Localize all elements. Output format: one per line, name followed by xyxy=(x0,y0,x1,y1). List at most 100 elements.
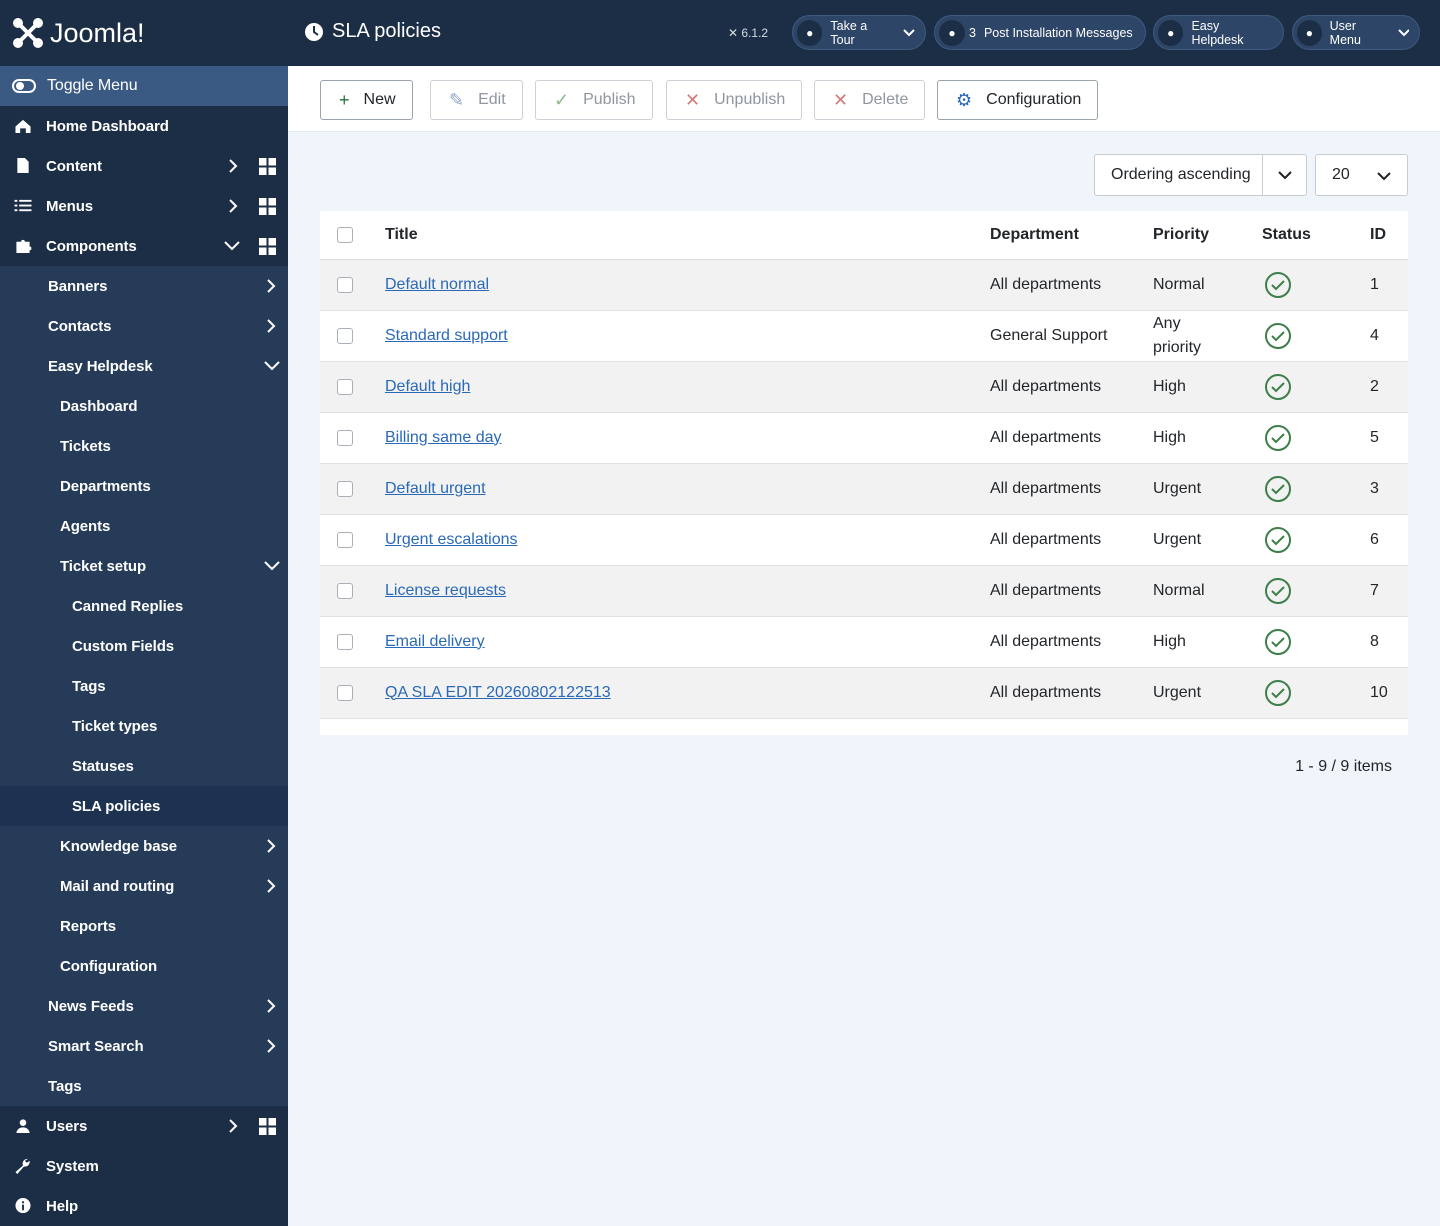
menu-item[interactable]: Tickets xyxy=(0,426,288,466)
menu-item[interactable]: News Feeds xyxy=(0,986,288,1026)
menu-item[interactable]: Statuses xyxy=(0,746,288,786)
published-icon-part xyxy=(1265,628,1291,655)
menu-icon-part xyxy=(16,239,32,254)
toolbar-button[interactable]: + New xyxy=(320,80,413,120)
menu-item[interactable]: Easy Helpdesk xyxy=(0,346,288,386)
dashboard-icon-part xyxy=(259,158,276,175)
ordering-select[interactable]: Ordering ascending xyxy=(1094,154,1307,196)
id-cell: 6 xyxy=(1369,514,1408,566)
menu-item[interactable]: Content xyxy=(0,146,288,186)
status-cell[interactable] xyxy=(1261,361,1369,413)
status-cell[interactable] xyxy=(1261,616,1369,668)
header-button[interactable]: ● Easy Helpdesk xyxy=(1153,15,1284,50)
checkbox[interactable] xyxy=(337,276,353,293)
menu-item[interactable]: Tags xyxy=(0,1066,288,1106)
chevron-down-part xyxy=(264,561,280,571)
menu-item[interactable]: Departments xyxy=(0,466,288,506)
menu-item[interactable]: Knowledge base xyxy=(0,826,288,866)
menu-item[interactable]: Banners xyxy=(0,266,288,306)
checkbox[interactable] xyxy=(337,429,353,446)
published-icon-part xyxy=(1265,526,1291,553)
title-link[interactable]: Standard support xyxy=(385,326,508,344)
menu-item[interactable]: Agents xyxy=(0,506,288,546)
menu-item[interactable]: Smart Search xyxy=(0,1026,288,1066)
dashboard-icon-part xyxy=(259,247,267,255)
logo[interactable]: Joomla! xyxy=(0,0,288,66)
header-button[interactable]: ● User Menu xyxy=(1292,15,1420,50)
checkbox[interactable] xyxy=(337,327,353,344)
limit-select[interactable]: 20 xyxy=(1315,154,1408,196)
menu-item[interactable]: Ticket types xyxy=(0,706,288,746)
title-link[interactable]: License requests xyxy=(385,581,506,599)
menu-item[interactable]: Mail and routing xyxy=(0,866,288,906)
title-link[interactable]: QA SLA EDIT 20260802122513 xyxy=(385,683,611,701)
priority-cell: High xyxy=(1152,361,1261,413)
status-cell[interactable] xyxy=(1261,310,1369,362)
priority-cell: Urgent xyxy=(1152,463,1261,515)
title-link[interactable]: Billing same day xyxy=(385,428,502,446)
menu-label: SLA policies xyxy=(72,797,161,815)
status-cell[interactable] xyxy=(1261,565,1369,617)
title-link[interactable]: Urgent escalations xyxy=(385,530,518,548)
menu-label: Canned Replies xyxy=(72,597,184,615)
status-cell[interactable] xyxy=(1261,412,1369,464)
menu-icon-part xyxy=(16,1127,30,1134)
status-cell[interactable] xyxy=(1261,259,1369,311)
button-icon: ✎ xyxy=(449,89,465,110)
menu-item[interactable]: Contacts xyxy=(0,306,288,346)
menu-item[interactable]: Reports xyxy=(0,906,288,946)
menu-item[interactable]: Configuration xyxy=(0,946,288,986)
menu-label: Content xyxy=(46,157,102,175)
menu-icon-part xyxy=(14,199,32,212)
title-link[interactable]: Email delivery xyxy=(385,632,485,650)
checkbox[interactable] xyxy=(337,531,353,548)
dashboard-icon-part xyxy=(268,238,276,246)
table-row: Default normal All departments Normal 1 xyxy=(320,259,1408,311)
header-button[interactable]: ● Take a Tour xyxy=(792,15,926,50)
menu-icon-part xyxy=(17,158,29,174)
status-cell[interactable] xyxy=(1261,667,1369,719)
button-icon: ✓ xyxy=(554,89,570,110)
checkbox[interactable] xyxy=(337,226,353,243)
menu-item[interactable]: Canned Replies xyxy=(0,586,288,626)
published-icon-part xyxy=(1271,330,1285,341)
menu-item[interactable]: Help xyxy=(0,1186,288,1226)
published-icon-part xyxy=(1265,475,1291,502)
column-header[interactable]: Title xyxy=(384,211,989,260)
menu-item[interactable]: Ticket setup xyxy=(0,546,288,586)
checkbox[interactable] xyxy=(337,582,353,599)
checkbox[interactable] xyxy=(337,480,353,497)
menu-item[interactable]: Components xyxy=(0,226,288,266)
button-icon: ● xyxy=(1158,19,1184,46)
checkbox[interactable] xyxy=(337,684,353,701)
menu-item[interactable]: Home Dashboard xyxy=(0,106,288,146)
menu-item[interactable]: Custom Fields xyxy=(0,626,288,666)
dashboard-icon-part xyxy=(268,247,276,255)
menu-item[interactable]: Users xyxy=(0,1106,288,1146)
menu-item[interactable]: SLA policies xyxy=(0,786,288,826)
published-icon-part xyxy=(1265,424,1291,451)
toggle-menu[interactable]: Toggle Menu xyxy=(0,66,288,106)
checkbox[interactable] xyxy=(337,633,353,650)
checkbox[interactable] xyxy=(337,378,353,395)
menu-label: Contacts xyxy=(48,317,112,335)
title-link[interactable]: Default urgent xyxy=(385,479,486,497)
menu-item[interactable]: Menus xyxy=(0,186,288,226)
title-cell: Default urgent xyxy=(384,463,989,515)
title-link[interactable]: Default high xyxy=(385,377,471,395)
title-cell: Email delivery xyxy=(384,616,989,668)
menu-item[interactable]: Tags xyxy=(0,666,288,706)
status-cell[interactable] xyxy=(1261,514,1369,566)
menu-item[interactable]: System xyxy=(0,1146,288,1186)
dashboard-icon-part xyxy=(259,1127,267,1135)
toolbar-button[interactable]: ⚙ Configuration xyxy=(937,80,1099,120)
dashboard-icon-part xyxy=(259,1118,267,1126)
chevron-right-part xyxy=(267,839,276,853)
priority-cell: Urgent xyxy=(1152,667,1261,719)
menu-item[interactable]: Dashboard xyxy=(0,386,288,426)
header-button[interactable]: ● 3 Post Installation Messages xyxy=(934,15,1146,50)
chevron-right-part xyxy=(229,1119,238,1133)
title-link[interactable]: Default normal xyxy=(385,275,490,293)
status-cell[interactable] xyxy=(1261,463,1369,515)
menu-icon-part xyxy=(15,1158,30,1174)
